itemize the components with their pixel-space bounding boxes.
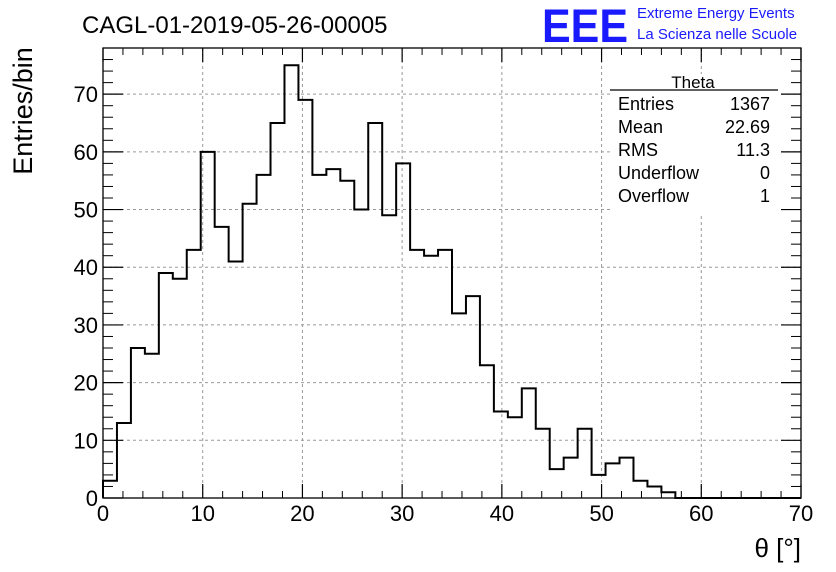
y-tick-label: 70 (74, 82, 98, 107)
x-tick-label: 10 (190, 501, 214, 526)
eee-logo-icon: EEE (542, 0, 628, 52)
x-tick-label: 50 (589, 501, 613, 526)
stats-box-background (610, 74, 778, 214)
stats-box-title: Theta (671, 73, 715, 92)
stats-row-value: 1367 (730, 94, 770, 114)
y-tick-label: 0 (86, 486, 98, 511)
x-tick-label: 40 (490, 501, 514, 526)
stats-row-label: Underflow (618, 163, 700, 183)
y-tick-label: 60 (74, 140, 98, 165)
logo-line-1: Extreme Energy Events (637, 5, 795, 22)
stats-row-label: Entries (618, 94, 674, 114)
grid-lines (103, 48, 801, 498)
y-tick-label: 50 (74, 198, 98, 223)
stats-row-value: 0 (760, 163, 770, 183)
stats-row-label: Mean (618, 117, 663, 137)
x-tick-label: 20 (290, 501, 314, 526)
y-tick-label: 20 (74, 371, 98, 396)
stats-box: Theta Entries 1367 Mean 22.69 RMS 11.3 Underfl… (610, 73, 778, 214)
x-tick-label: 30 (390, 501, 414, 526)
logo-line-2: La Scienza nelle Scuole (637, 26, 797, 43)
y-tick-label: 30 (74, 313, 98, 338)
x-tick-label: 60 (689, 501, 713, 526)
x-tick-label: 70 (789, 501, 813, 526)
stats-row-value: 22.69 (725, 117, 770, 137)
stats-row-label: Overflow (618, 186, 690, 206)
y-tick-label: 10 (74, 428, 98, 453)
stats-row-value: 1 (760, 186, 770, 206)
plot-frame (102, 47, 802, 499)
stats-row-label: RMS (618, 140, 658, 160)
stats-row-value: 11.3 (736, 140, 770, 160)
run-title: CAGL-01-2019-05-26-00005 (82, 12, 388, 39)
x-axis-label: θ [°] (754, 533, 801, 563)
stats-rows: Entries 1367 Mean 22.69 RMS 11.3 Underflow 0 Ove… (618, 94, 770, 206)
y-axis-label: Entries/bin (8, 47, 38, 175)
x-tick-label: 0 (97, 501, 109, 526)
y-tick-label: 40 (74, 255, 98, 280)
histogram-series (102, 64, 801, 499)
